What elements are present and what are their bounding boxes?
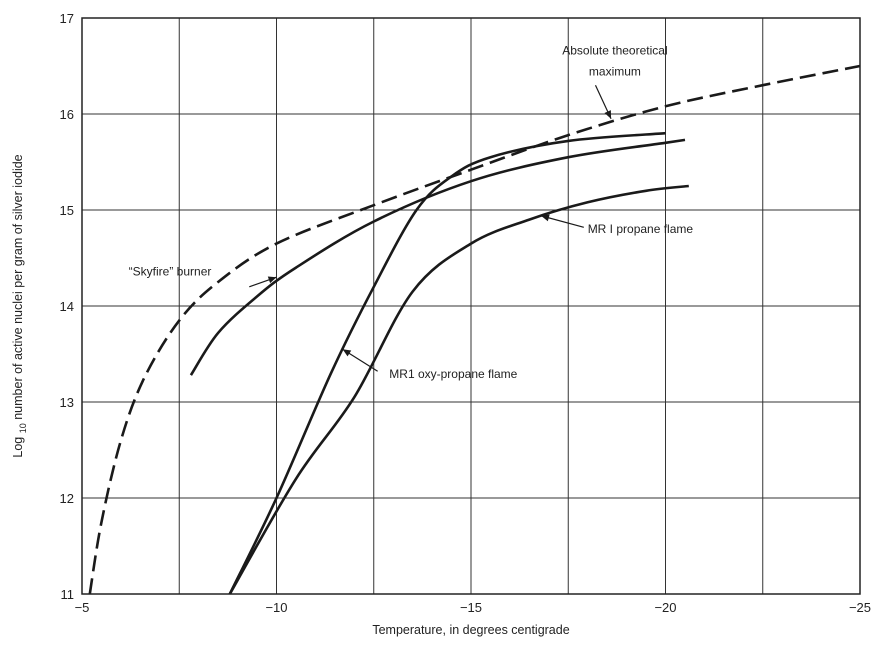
annotation-arrows [249,84,612,372]
arrow-propane [540,214,584,228]
y-axis-title-prefix: Log [11,437,25,458]
ann-max-2: maximum [589,65,641,79]
y-tick-label: 16 [60,107,74,122]
x-tick-label: −10 [265,600,287,615]
series-lines [88,64,861,595]
x-tick-label: −5 [75,600,90,615]
arrow-oxy [342,348,378,372]
y-axis-title-rest: number of active nuclei per gram of silv… [11,154,25,419]
plot-frame [81,17,861,595]
series-line-0 [88,64,861,595]
series-line-1 [189,138,686,376]
series-line-3 [228,184,689,595]
y-tick-labels: 11 12 13 14 15 16 17 [60,11,74,602]
x-tick-label: −25 [849,600,871,615]
x-tick-label: −20 [654,600,676,615]
ann-max-1: Absolute theoretical [562,43,667,57]
arrow-skyfire [249,276,277,288]
series-line-2 [228,131,666,595]
arrow-max [594,84,612,120]
y-tick-label: 15 [60,203,74,218]
y-tick-label: 17 [60,11,74,26]
ann-oxy: MR1 oxy-propane flame [389,367,517,381]
x-tick-label: −15 [460,600,482,615]
y-tick-label: 13 [60,395,74,410]
x-tick-labels: −5 −10 −15 −20 −25 [75,600,871,615]
y-tick-label: 12 [60,491,74,506]
ann-propane: MR I propane flame [588,222,694,236]
grid [81,17,861,595]
x-axis-title: Temperature, in degrees centigrade [372,623,569,637]
y-axis-title-subscript: 10 [18,423,28,433]
y-axis-title: Log 10 number of active nuclei per gram … [11,154,29,457]
y-tick-label: 11 [61,587,75,602]
y-tick-label: 14 [60,299,74,314]
annotations: Absolute theoretical maximum “Skyfire” bur… [129,43,694,381]
ann-skyfire: “Skyfire” burner [129,264,212,278]
